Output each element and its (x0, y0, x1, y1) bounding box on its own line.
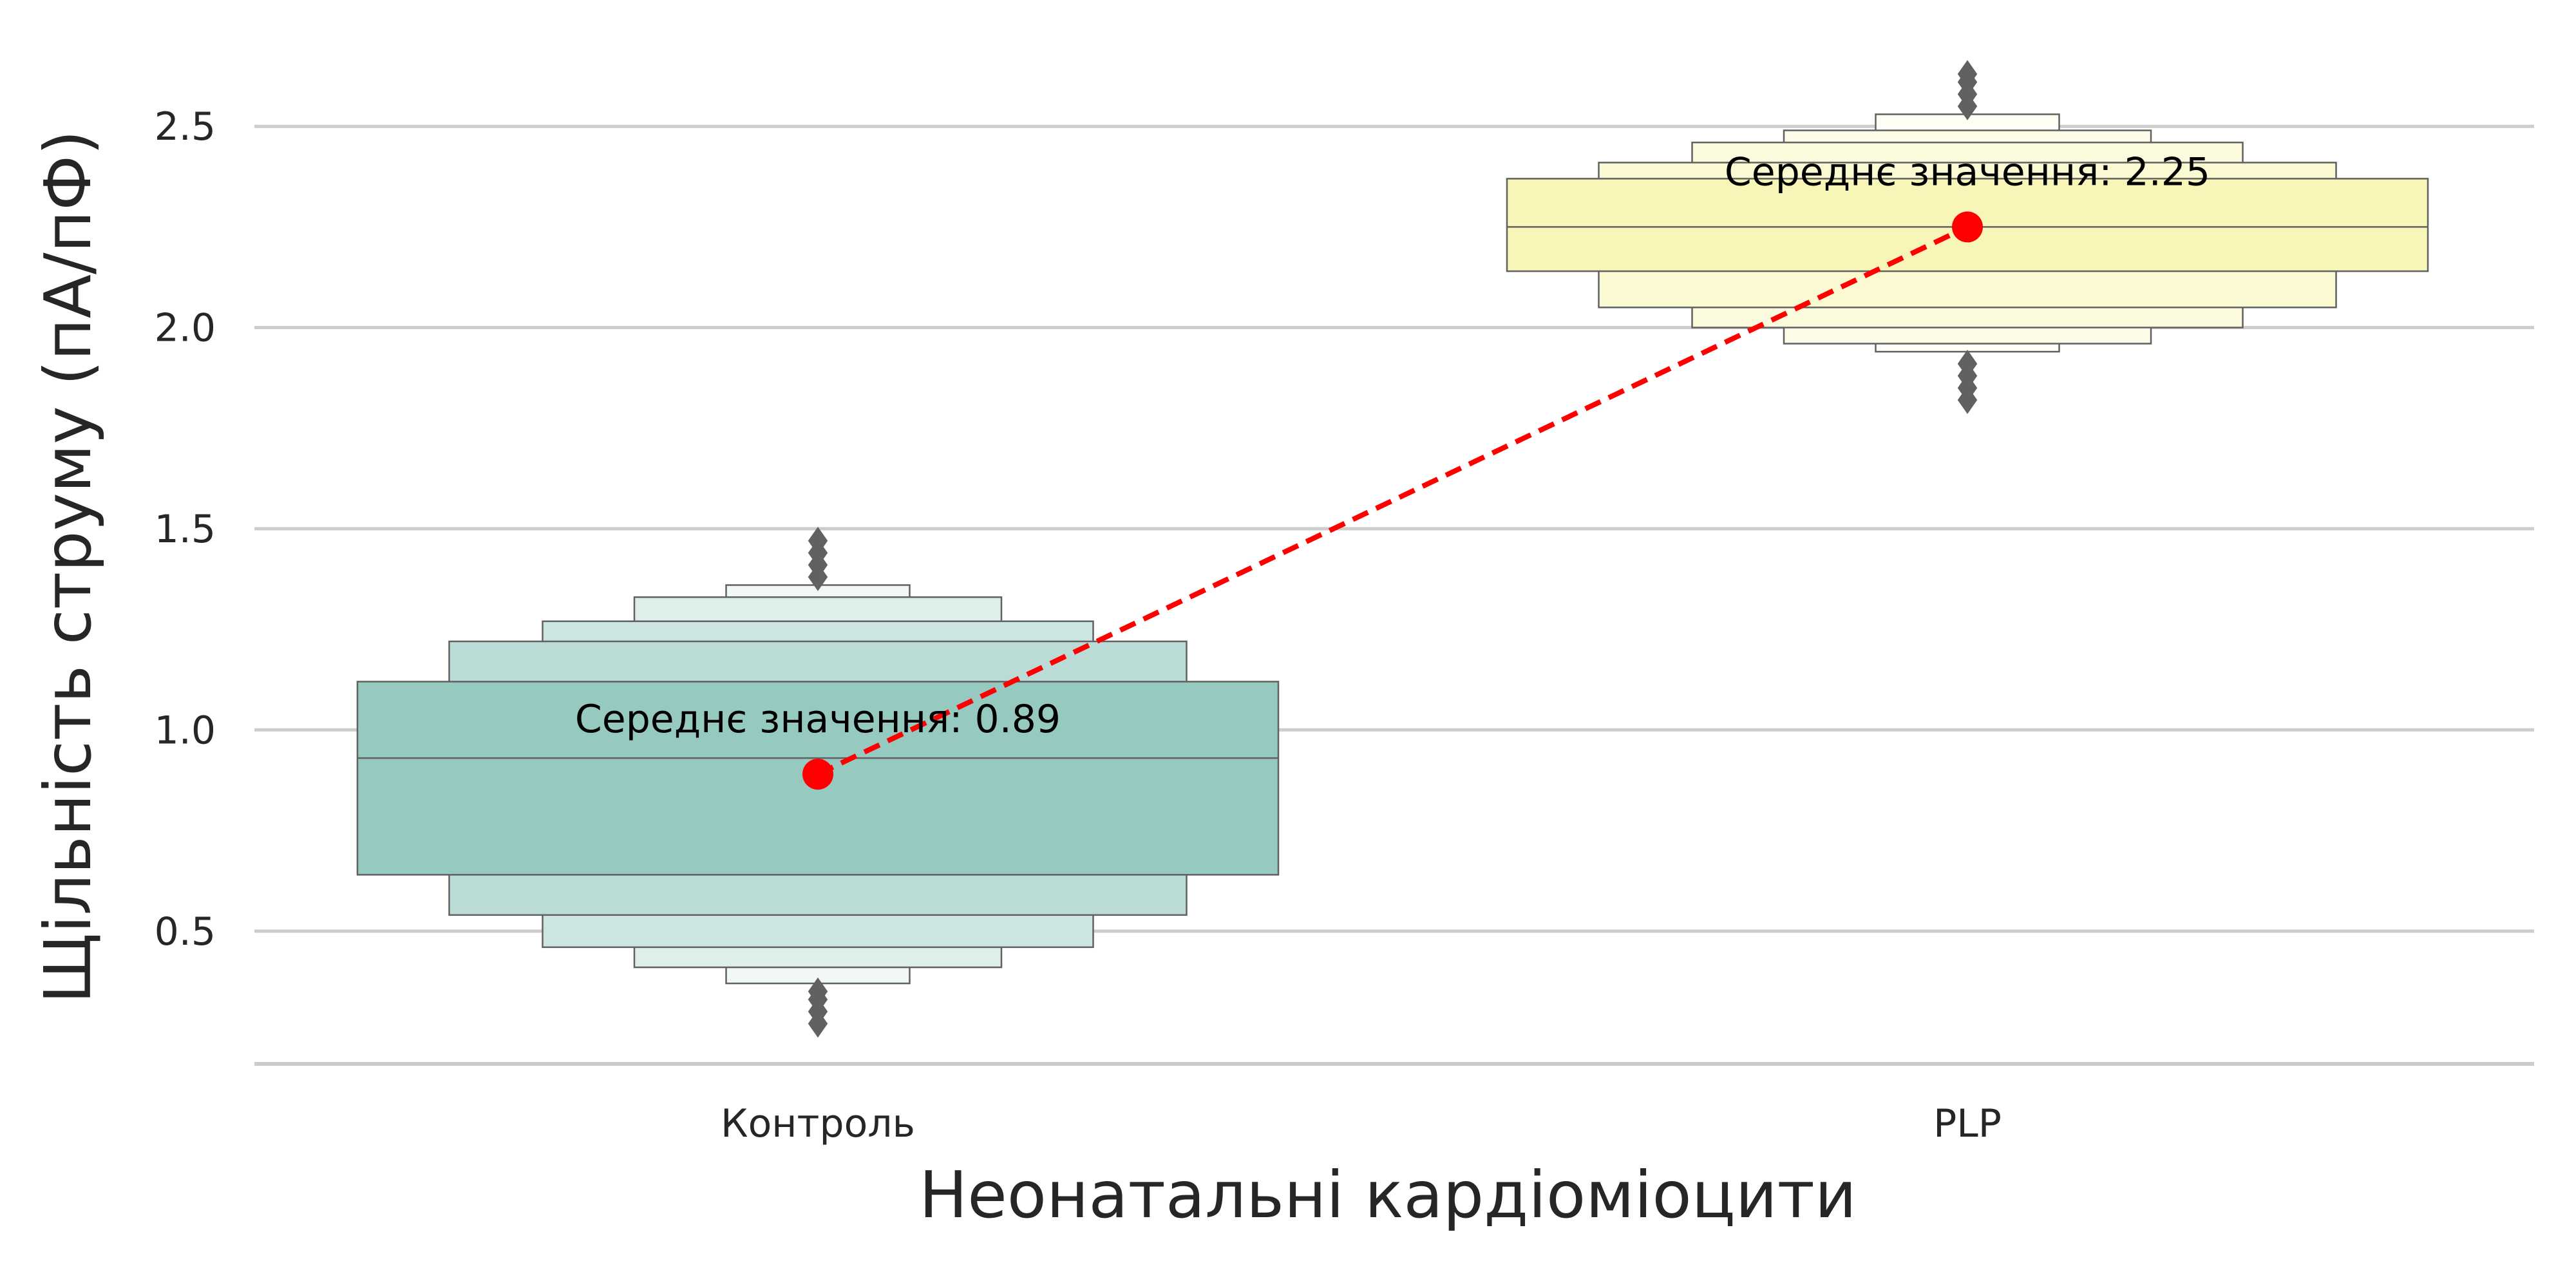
outlier-plp-3 (1957, 350, 1978, 378)
outlier-контроль-7 (808, 527, 828, 555)
mean-annotation-plp: Середнє значення: 2.25 (1725, 149, 2210, 194)
x-axis-title: Неонатальні кардіоміоцити (919, 1157, 1857, 1233)
mean-point-plp (1952, 211, 1983, 243)
mean-point-контроль (802, 759, 833, 790)
y-tick-label-3: 2.0 (155, 306, 216, 351)
y-tick-label-1: 1.0 (155, 708, 216, 753)
text-layer: 0.5 1.0 1.5 2.0 2.5 Контроль PLP Середнє значен… (155, 104, 2211, 1146)
x-tick-label-контроль: Контроль (721, 1101, 915, 1146)
y-axis-title: Щільність струму (пА/пФ) (30, 130, 106, 1003)
y-tick-label-4: 2.5 (155, 104, 216, 149)
mean-line-layer (802, 211, 1983, 790)
boxes-layer (356, 60, 2429, 1038)
x-tick-label-plp: PLP (1933, 1101, 2002, 1146)
outlier-контроль-3 (808, 977, 828, 1006)
mean-line (817, 224, 1969, 777)
y-tick-label-0: 0.5 (155, 909, 216, 954)
outlier-plp-7 (1957, 60, 1978, 88)
y-tick-label-2: 1.5 (155, 507, 216, 552)
mean-annotation-контроль: Середнє значення: 0.89 (575, 697, 1061, 742)
